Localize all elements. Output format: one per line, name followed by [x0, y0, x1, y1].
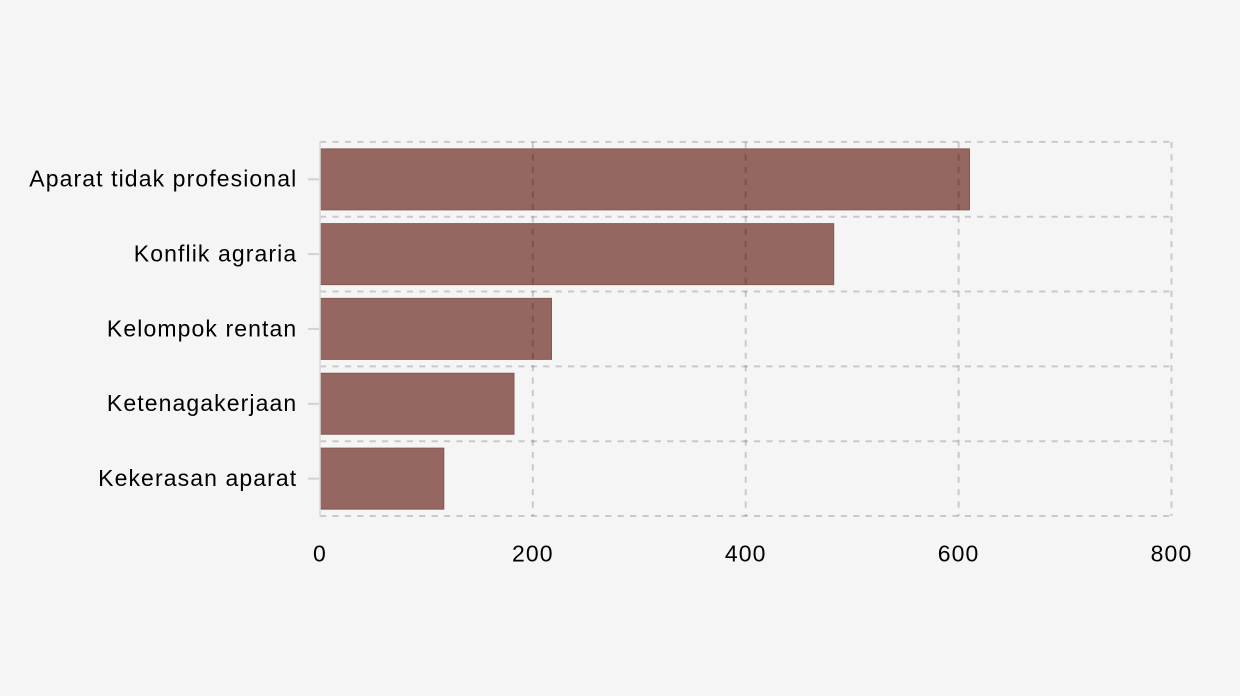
svg-text:800: 800 — [1151, 540, 1193, 566]
svg-text:Aparat tidak profesional: Aparat tidak profesional — [29, 166, 297, 192]
svg-text:Konflik agraria: Konflik agraria — [134, 241, 298, 267]
svg-text:400: 400 — [725, 540, 767, 566]
svg-text:Ketenagakerjaan: Ketenagakerjaan — [107, 390, 297, 416]
svg-text:200: 200 — [512, 540, 554, 566]
svg-text:Kekerasan aparat: Kekerasan aparat — [98, 465, 297, 491]
svg-text:0: 0 — [313, 540, 327, 566]
svg-text:Kelompok rentan: Kelompok rentan — [107, 315, 297, 341]
svg-text:600: 600 — [938, 540, 980, 566]
